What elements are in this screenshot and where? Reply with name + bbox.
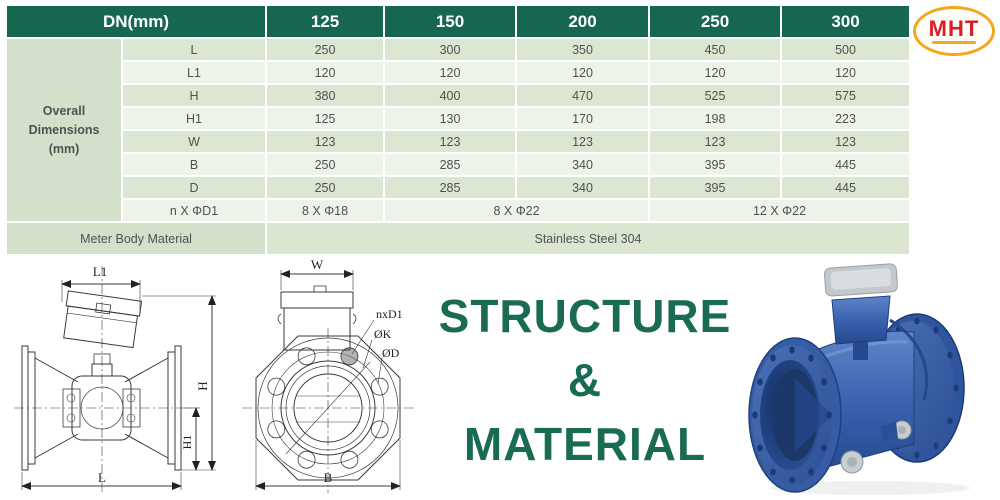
group-label-line: (mm) bbox=[48, 141, 80, 156]
cell: 120 bbox=[267, 62, 384, 83]
header-col-250: 250 bbox=[650, 6, 781, 37]
material-label: Meter Body Material bbox=[7, 223, 266, 254]
row-group-label: Overall Dimensions (mm) bbox=[7, 39, 121, 221]
cell: 395 bbox=[650, 177, 781, 198]
cell: 500 bbox=[782, 39, 910, 60]
cell: 285 bbox=[385, 154, 516, 175]
cell: 350 bbox=[517, 39, 649, 60]
dim-label-b: B bbox=[324, 470, 333, 485]
cell: 400 bbox=[385, 85, 516, 106]
table-row: Overall Dimensions (mm) L 250 300 350 45… bbox=[7, 39, 910, 221]
cell: 575 bbox=[782, 85, 910, 106]
table-row: L1 120 120 120 120 120 bbox=[7, 62, 910, 83]
dimensions-table: DN(mm) 125 150 200 250 300 Overall Dimen… bbox=[5, 4, 911, 256]
dim-label-w: W bbox=[311, 258, 324, 272]
label-nxd1: nxD1 bbox=[376, 307, 403, 321]
front-view-drawing: W B nxD1 ØK ØD bbox=[228, 257, 428, 500]
dim-label-h1: H1 bbox=[180, 435, 194, 450]
display-head bbox=[824, 263, 898, 360]
table-row: D 250 285 340 395 445 bbox=[7, 177, 910, 198]
cell: 125 bbox=[267, 108, 384, 129]
logo-text: MHT bbox=[928, 15, 980, 41]
cell: 120 bbox=[385, 62, 516, 83]
title-line-1: STRUCTURE bbox=[438, 290, 732, 342]
table-row: B 250 285 340 395 445 bbox=[7, 154, 910, 175]
cell: 470 bbox=[517, 85, 649, 106]
row-label: B bbox=[123, 154, 266, 175]
header-col-200: 200 bbox=[517, 6, 649, 37]
material-row: Meter Body Material Stainless Steel 304 bbox=[7, 223, 910, 254]
table-row: H1 125 130 170 198 223 bbox=[7, 108, 910, 129]
section-title: STRUCTURE & MATERIAL bbox=[418, 284, 752, 476]
cell: 285 bbox=[385, 177, 516, 198]
cell: 170 bbox=[517, 108, 649, 129]
label-ok: ØK bbox=[374, 327, 392, 341]
bolt-row: n X ΦD1 8 X Φ18 8 X Φ22 12 X Φ22 bbox=[7, 200, 910, 221]
cell: 450 bbox=[650, 39, 781, 60]
cell: 130 bbox=[385, 108, 516, 129]
row-label: L1 bbox=[123, 62, 266, 83]
cable bbox=[889, 318, 929, 401]
mht-logo: MHT bbox=[913, 6, 995, 56]
table-row: W 123 123 123 123 123 bbox=[7, 131, 910, 152]
cell: 300 bbox=[385, 39, 516, 60]
title-line-3: MATERIAL bbox=[463, 418, 707, 470]
cell: 380 bbox=[267, 85, 384, 106]
row-label: H bbox=[123, 85, 266, 106]
cell: 120 bbox=[517, 62, 649, 83]
cell: 120 bbox=[650, 62, 781, 83]
row-label: L bbox=[123, 39, 266, 60]
cell: 250 bbox=[267, 39, 384, 60]
table-row: H 380 400 470 525 575 bbox=[7, 85, 910, 106]
header-dn: DN(mm) bbox=[7, 6, 266, 37]
label-od: ØD bbox=[382, 346, 400, 360]
cell: 123 bbox=[267, 131, 384, 152]
cell: 8 X Φ18 bbox=[267, 200, 384, 221]
dim-label-h: H bbox=[195, 381, 210, 390]
group-label-line: Overall bbox=[42, 103, 86, 118]
cell-merged: 12 X Φ22 bbox=[650, 200, 910, 221]
group-label-line: Dimensions bbox=[28, 122, 100, 137]
cell: 223 bbox=[782, 108, 910, 129]
cell: 123 bbox=[782, 131, 910, 152]
water-meter-render bbox=[748, 263, 970, 495]
cell: 123 bbox=[385, 131, 516, 152]
header-col-300: 300 bbox=[782, 6, 910, 37]
row-label: W bbox=[123, 131, 266, 152]
dim-label-l: L bbox=[98, 470, 106, 485]
cell: 250 bbox=[267, 154, 384, 175]
title-line-2: & bbox=[567, 354, 603, 406]
cell: 395 bbox=[650, 154, 781, 175]
product-photo bbox=[740, 258, 998, 500]
cell: 445 bbox=[782, 154, 910, 175]
logo-underline bbox=[932, 40, 976, 44]
cell: 525 bbox=[650, 85, 781, 106]
side-view-svg: L1 H H1 L bbox=[14, 264, 216, 494]
cell: 340 bbox=[517, 177, 649, 198]
cell-merged: 8 X Φ22 bbox=[385, 200, 649, 221]
cell: 198 bbox=[650, 108, 781, 129]
header-col-150: 150 bbox=[385, 6, 516, 37]
cell: 120 bbox=[782, 62, 910, 83]
transducer-ports bbox=[840, 420, 912, 474]
material-value: Stainless Steel 304 bbox=[267, 223, 910, 254]
front-view-svg: W B nxD1 ØK ØD bbox=[242, 257, 414, 493]
cell: 123 bbox=[517, 131, 649, 152]
cell: 340 bbox=[517, 154, 649, 175]
cell: 123 bbox=[650, 131, 781, 152]
row-label: H1 bbox=[123, 108, 266, 129]
row-label: D bbox=[123, 177, 266, 198]
shadow bbox=[770, 481, 970, 495]
side-view-drawing: L1 H H1 L bbox=[8, 258, 226, 500]
dim-label-l1: L1 bbox=[93, 264, 107, 279]
near-flange bbox=[748, 337, 842, 493]
cell: 445 bbox=[782, 177, 910, 198]
table-header-row: DN(mm) 125 150 200 250 300 bbox=[7, 6, 910, 37]
cell: 250 bbox=[267, 177, 384, 198]
row-label: n X ΦD1 bbox=[123, 200, 266, 221]
header-col-125: 125 bbox=[267, 6, 384, 37]
